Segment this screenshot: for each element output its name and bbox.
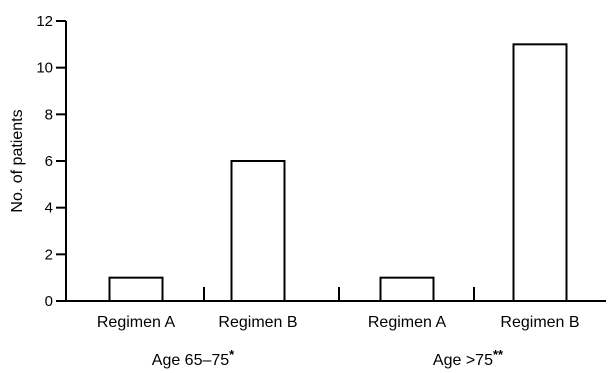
y-tick-label: 4 <box>45 200 53 217</box>
y-axis-ticks: 0 2 4 6 8 10 12 <box>36 13 66 310</box>
bars <box>108 43 568 302</box>
bar <box>379 276 435 302</box>
x-category-label: Regimen A <box>368 314 447 331</box>
bar <box>108 276 164 302</box>
y-tick-label: 8 <box>45 106 53 123</box>
bar <box>512 43 568 302</box>
x-axis-labels: Regimen A Regimen B Regimen A Regimen B <box>97 314 580 331</box>
significance-marker: ** <box>493 347 504 362</box>
y-tick-label: 2 <box>45 246 53 263</box>
y-tick-label: 12 <box>36 13 53 30</box>
significance-marker: * <box>229 347 235 362</box>
x-category-label: Regimen A <box>97 314 176 331</box>
y-tick-label: 0 <box>45 293 53 310</box>
x-category-label: Regimen B <box>218 314 297 331</box>
bar <box>230 160 286 302</box>
y-tick-label: 10 <box>36 60 53 77</box>
y-axis-label: No. of patients <box>9 109 26 212</box>
group-labels: Age 65–75* Age >75** <box>152 347 504 369</box>
group-label: Age >75** <box>433 347 504 369</box>
x-category-label: Regimen B <box>500 314 579 331</box>
group-label: Age 65–75* <box>152 347 235 369</box>
y-tick-label: 6 <box>45 153 53 170</box>
